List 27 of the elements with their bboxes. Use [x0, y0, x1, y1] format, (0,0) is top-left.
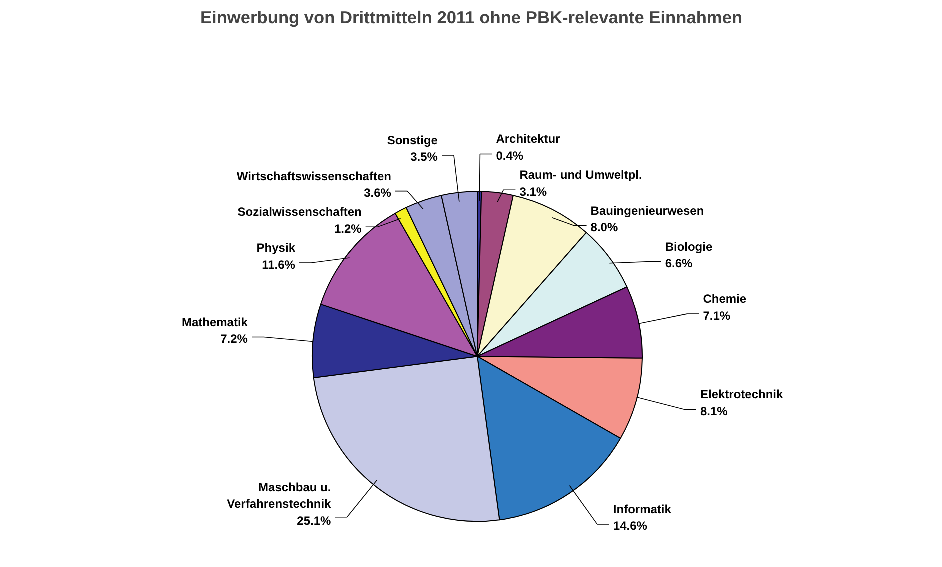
data-label: 11.6% [262, 258, 296, 272]
data-label: 8.0% [590, 220, 618, 235]
data-label: 8.1% [700, 404, 728, 418]
slice-label: Biologie [665, 240, 713, 254]
data-label: 7.1% [703, 308, 731, 323]
data-label: 7.2% [220, 332, 248, 346]
slice-label: Architektur [496, 132, 561, 146]
slice-label: Bauingenieurwesen [590, 204, 704, 218]
data-label: 3.1% [520, 184, 548, 199]
slice-label: Elektrotechnik [700, 388, 784, 402]
slice-label: Sonstige [387, 133, 438, 148]
slice-label: Physik [256, 241, 296, 255]
slice-label: Chemie [703, 292, 747, 306]
data-label: 3.6% [364, 186, 392, 200]
data-label: 0.4% [496, 149, 524, 164]
slice-label: Sozialwissenschaften [238, 205, 362, 220]
slice-label: Informatik [613, 502, 672, 516]
slice-label: Raum- und Umweltpl. [520, 168, 642, 182]
slice-label: Maschbau u. Verfahrenstechnik [227, 480, 332, 512]
data-label: 1.2% [334, 222, 362, 236]
data-label: 6.6% [665, 256, 693, 271]
slice-label: Wirtschaftswissenschaften [236, 169, 392, 184]
data-label: 25.1% [297, 514, 332, 528]
data-label: 3.5% [410, 150, 438, 164]
data-label: 14.6% [613, 519, 648, 534]
slice-label: Mathematik [182, 315, 248, 330]
chart-title: Einwerbung von Drittmitteln 2011 ohne PBK-relevante Einnahmen [200, 8, 743, 28]
